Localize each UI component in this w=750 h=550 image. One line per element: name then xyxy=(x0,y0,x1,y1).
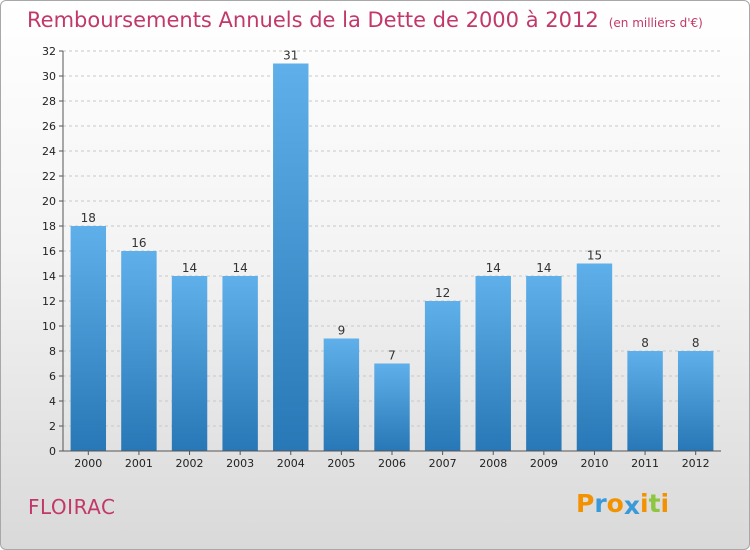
logo-letter: i xyxy=(640,489,649,518)
bar-2004 xyxy=(273,63,309,451)
data-label-2005: 9 xyxy=(338,324,346,338)
data-label-2004: 31 xyxy=(283,49,298,63)
y-tick-label: 6 xyxy=(49,370,56,383)
x-tick-label-2000: 2000 xyxy=(74,457,102,470)
bar-2003 xyxy=(222,276,258,451)
bar-2001 xyxy=(121,251,157,451)
bar-2011 xyxy=(627,351,663,451)
bar-2006 xyxy=(374,363,410,451)
y-tick-label: 2 xyxy=(49,420,56,433)
labels: 0246810121416182022242628303218200016200… xyxy=(42,45,710,470)
x-tick-label-2003: 2003 xyxy=(226,457,254,470)
y-tick-label: 24 xyxy=(42,145,56,158)
logo-letter: o xyxy=(606,489,624,518)
bar-2005 xyxy=(323,338,360,451)
y-tick-label: 20 xyxy=(42,195,56,208)
y-tick-label: 4 xyxy=(49,395,56,408)
bars xyxy=(70,63,714,451)
logo-letter: t xyxy=(648,489,661,518)
commune-name: FLOIRAC xyxy=(28,495,116,519)
y-tick-label: 12 xyxy=(42,295,56,308)
logo-letter: x xyxy=(623,491,640,520)
y-tick-label: 30 xyxy=(42,70,56,83)
data-label-2012: 8 xyxy=(692,336,700,350)
chart-title-main: Remboursements Annuels de la Dette de 20… xyxy=(27,8,599,32)
chart-subtitle: (en milliers d'€) xyxy=(608,16,703,30)
data-label-2001: 16 xyxy=(131,236,146,250)
data-label-2002: 14 xyxy=(182,261,197,275)
x-tick-label-2012: 2012 xyxy=(682,457,710,470)
x-tick-label-2001: 2001 xyxy=(125,457,153,470)
y-tick-label: 8 xyxy=(49,345,56,358)
x-tick-label-2011: 2011 xyxy=(631,457,659,470)
y-tick-label: 16 xyxy=(42,245,56,258)
x-tick-label-2010: 2010 xyxy=(580,457,608,470)
y-tick-label: 0 xyxy=(49,445,56,458)
y-tick-label: 18 xyxy=(42,220,56,233)
x-tick-label-2007: 2007 xyxy=(429,457,457,470)
logo-letter: r xyxy=(594,489,607,518)
x-tick-label-2009: 2009 xyxy=(530,457,558,470)
data-label-2003: 14 xyxy=(233,261,248,275)
y-tick-label: 14 xyxy=(42,270,56,283)
x-tick-label-2005: 2005 xyxy=(327,457,355,470)
axes xyxy=(59,50,721,455)
data-label-2009: 14 xyxy=(536,261,551,275)
x-tick-label-2002: 2002 xyxy=(176,457,204,470)
bar-2012 xyxy=(677,351,714,451)
data-label-2006: 7 xyxy=(388,349,396,363)
data-label-2007: 12 xyxy=(435,286,450,300)
logo-letter: i xyxy=(660,489,670,518)
y-tick-label: 22 xyxy=(42,170,56,183)
bar-2007 xyxy=(424,301,461,451)
bar-2002 xyxy=(171,276,208,451)
x-tick-label-2004: 2004 xyxy=(277,457,305,470)
proxiti-logo: Proxiti xyxy=(576,489,670,520)
logo-letter: P xyxy=(576,489,595,518)
chart-title: Remboursements Annuels de la Dette de 20… xyxy=(27,8,703,32)
bar-2009 xyxy=(526,276,562,451)
bar-2000 xyxy=(70,226,107,451)
x-tick-label-2006: 2006 xyxy=(378,457,406,470)
bar-2010 xyxy=(576,263,613,451)
data-label-2011: 8 xyxy=(641,336,649,350)
x-tick-label-2008: 2008 xyxy=(479,457,507,470)
data-label-2008: 14 xyxy=(486,261,501,275)
bar-2008 xyxy=(475,276,511,451)
data-label-2010: 15 xyxy=(587,249,602,263)
y-tick-label: 10 xyxy=(42,320,56,333)
y-tick-label: 26 xyxy=(42,120,56,133)
y-tick-label: 32 xyxy=(42,45,56,58)
y-tick-label: 28 xyxy=(42,95,56,108)
data-label-2000: 18 xyxy=(81,211,96,225)
